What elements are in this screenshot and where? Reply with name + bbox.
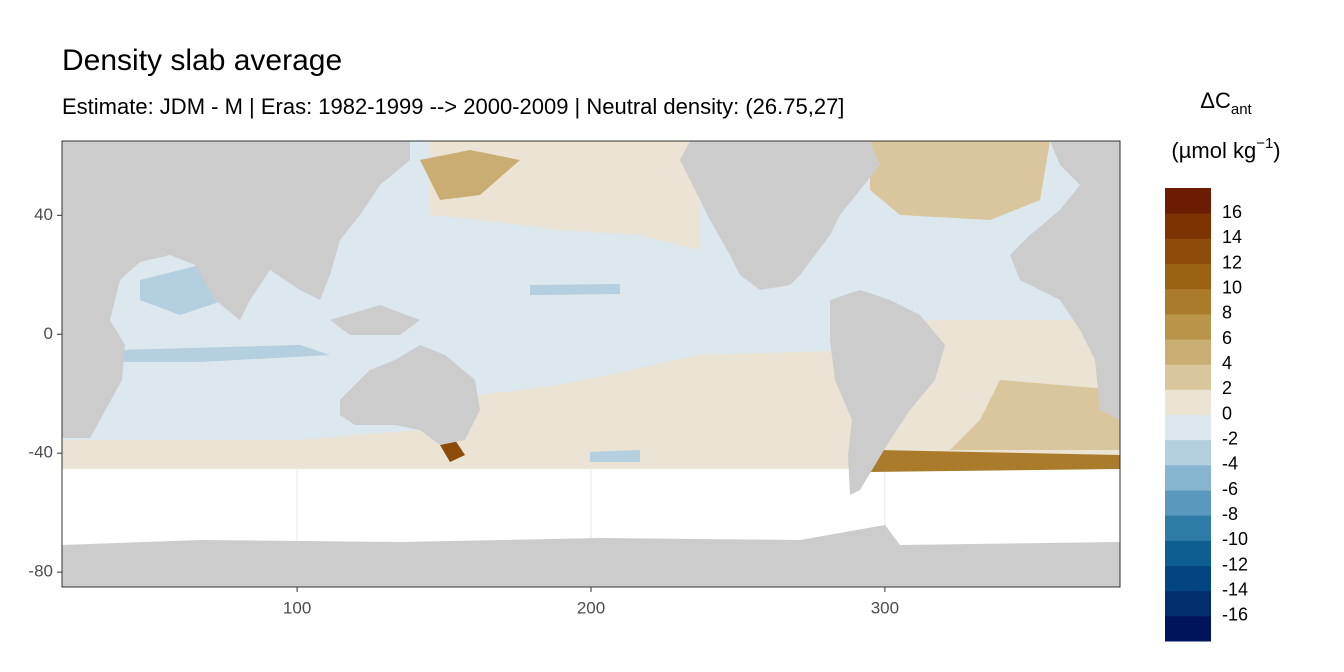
legend-label: 6 — [1222, 328, 1232, 348]
legend-unit-main: (µmol kg — [1171, 138, 1256, 163]
legend-label: 8 — [1222, 303, 1232, 323]
legend-swatch — [1165, 439, 1211, 466]
land — [330, 305, 420, 335]
ocean-patch — [440, 440, 465, 462]
x-tick-label: 100 — [283, 598, 311, 617]
land — [62, 525, 1120, 587]
chart-subtitle: Estimate: JDM - M | Eras: 1982-1999 --> … — [62, 94, 844, 119]
land — [830, 290, 945, 495]
legend-unit-sup: −1 — [1256, 135, 1273, 152]
legend-swatch — [1165, 590, 1211, 617]
legend-label: -16 — [1222, 605, 1248, 625]
legend-label: -14 — [1222, 579, 1248, 599]
land — [680, 141, 880, 290]
legend-label: 0 — [1222, 403, 1232, 423]
legend-label: 14 — [1222, 227, 1242, 247]
x-tick-label: 300 — [871, 598, 899, 617]
legend-label: 10 — [1222, 277, 1242, 297]
legend-swatch — [1165, 213, 1211, 239]
ocean-patch — [950, 380, 1120, 450]
legend-swatch — [1165, 364, 1211, 390]
legend-swatch — [1165, 339, 1211, 365]
chart-title: Density slab average — [62, 44, 342, 77]
y-tick-label: 40 — [34, 205, 53, 224]
legend-swatch — [1165, 313, 1211, 340]
legend-swatch — [1165, 615, 1211, 642]
legend-title: ΔCant — [1200, 88, 1252, 118]
legend-label: -10 — [1222, 529, 1248, 549]
legend-swatch — [1165, 288, 1211, 315]
legend-swatch — [1165, 263, 1211, 290]
land — [62, 141, 410, 438]
legend-swatch — [1165, 238, 1211, 264]
legend-swatch — [1165, 389, 1211, 415]
legend-swatch — [1165, 414, 1211, 441]
panel-border — [61, 140, 1121, 588]
axes: 100 200 300 -80 -40 0 40 — [28, 205, 899, 618]
legend-swatch — [1165, 540, 1211, 566]
legend-swatch — [1165, 515, 1211, 541]
legend-swatch — [1165, 490, 1211, 516]
legend-title-main: ΔC — [1200, 88, 1231, 113]
land — [1010, 141, 1120, 420]
ocean-patch — [120, 345, 330, 362]
legend-label: -4 — [1222, 454, 1238, 474]
legend: -16 -14 -12 -10 -8 -6 -4 -2 0 2 4 6 8 10 12 14 16 — [1165, 188, 1248, 642]
x-tick-label: 200 — [577, 598, 605, 617]
y-tick-label: 0 — [44, 324, 53, 343]
ocean-patch — [420, 150, 520, 200]
y-tick-label: -80 — [28, 562, 53, 581]
legend-unit-close: ) — [1273, 138, 1280, 163]
map — [62, 141, 1120, 587]
ocean-patch — [590, 450, 640, 462]
legend-label: -8 — [1222, 504, 1238, 524]
legend-label: -6 — [1222, 479, 1238, 499]
legend-swatch — [1165, 188, 1211, 214]
legend-label: 16 — [1222, 202, 1242, 222]
legend-label: -2 — [1222, 428, 1238, 448]
legend-label: -12 — [1222, 554, 1248, 574]
legend-title-sub: ant — [1231, 101, 1253, 118]
legend-swatch — [1165, 464, 1211, 491]
y-tick-label: -40 — [28, 443, 53, 462]
legend-label: 4 — [1222, 353, 1232, 373]
ocean-patch — [530, 284, 620, 295]
legend-label: 2 — [1222, 378, 1232, 398]
ocean-patch — [870, 450, 1120, 472]
ocean-patch — [870, 141, 1050, 220]
land — [340, 345, 480, 445]
legend-unit: (µmol kg−1) — [1171, 135, 1280, 163]
legend-swatch — [1165, 565, 1211, 592]
legend-label: 12 — [1222, 252, 1242, 272]
